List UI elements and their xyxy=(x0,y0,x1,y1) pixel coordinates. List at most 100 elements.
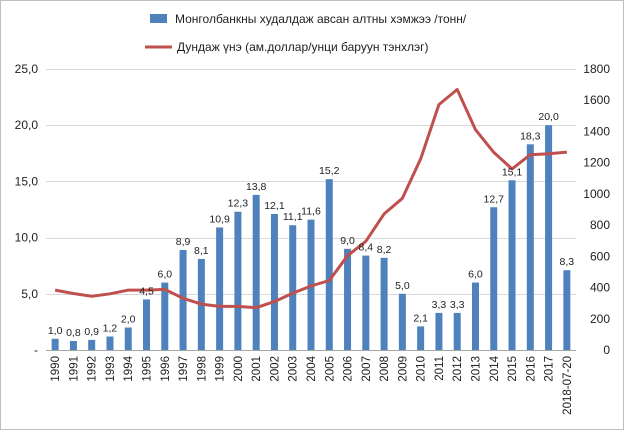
bar-data-label: 15,2 xyxy=(319,165,340,177)
x-tick-label: 2011 xyxy=(434,356,446,381)
bar xyxy=(380,257,388,350)
y-right-tick-label: 1800 xyxy=(583,62,610,76)
bar xyxy=(143,299,151,350)
y-right-tick-label: 800 xyxy=(590,218,610,232)
bar-data-label: 12,3 xyxy=(228,198,249,210)
bar xyxy=(88,339,96,350)
bar-data-label: 6,0 xyxy=(157,269,172,281)
legend-swatch-bar xyxy=(150,14,167,23)
y-right-axis: 0 200 400 600 800 1000 1200 1400 1600 1800 xyxy=(583,62,610,357)
bar-data-label: 13,8 xyxy=(246,181,267,193)
x-tick-label: 2006 xyxy=(343,356,355,382)
bar-data-label: 8,2 xyxy=(377,244,392,256)
bar-data-label: 18,3 xyxy=(520,130,541,142)
price-line xyxy=(54,88,568,310)
bar xyxy=(325,179,333,350)
bar xyxy=(417,326,425,350)
y-right-tick-label: 1600 xyxy=(583,93,610,107)
x-tick-label: 2012 xyxy=(452,356,464,382)
bar xyxy=(69,341,77,350)
bar-data-label: 8,1 xyxy=(194,245,209,257)
bar-data-label: 8,9 xyxy=(176,236,191,248)
bar xyxy=(362,255,370,350)
legend-label-line: Дундаж үнэ (ам.доллар/унци баруун тэнхлэ… xyxy=(177,40,429,54)
y-left-axis: - 5,0 10,0 15,0 20,0 25,0 xyxy=(15,62,39,357)
bar-data-label: 6,0 xyxy=(468,269,483,281)
x-tick-label: 2004 xyxy=(306,355,318,381)
bar xyxy=(124,327,132,350)
y-left-tick-label: 20,0 xyxy=(15,118,39,132)
x-tick-label: 2010 xyxy=(416,356,428,382)
bar xyxy=(270,213,278,350)
bar xyxy=(453,312,461,350)
x-tick-label: 2014 xyxy=(489,355,501,381)
x-tick-label: 1993 xyxy=(105,356,117,382)
x-tick-label: 2007 xyxy=(361,356,373,382)
bar-data-label: 1,2 xyxy=(103,323,118,335)
y-right-tick-label: 600 xyxy=(590,249,610,263)
x-tick-label: 2000 xyxy=(233,356,245,382)
y-left-tick-label: 25,0 xyxy=(15,62,39,76)
bar xyxy=(216,227,224,350)
bar-data-label: 8,4 xyxy=(359,242,374,254)
bar-data-label: 9,0 xyxy=(340,235,355,247)
bar xyxy=(179,249,187,350)
bar xyxy=(490,207,498,350)
bar-data-label: 3,3 xyxy=(450,299,465,311)
x-tick-label: 1994 xyxy=(123,355,135,381)
legend: Монголбанкны худалдаж авсан алтны хэмжээ… xyxy=(145,12,467,54)
x-tick-label: 2008 xyxy=(379,356,391,382)
bar-data-label: 12,1 xyxy=(264,200,285,212)
x-tick-label: 1991 xyxy=(68,356,80,382)
y-left-tick-label: 15,0 xyxy=(15,174,39,188)
bar xyxy=(545,125,553,350)
x-tick-label: 2016 xyxy=(525,356,537,382)
bar xyxy=(398,293,406,350)
bar xyxy=(161,282,169,350)
bar-data-label: 3,3 xyxy=(432,299,447,311)
x-tick-label: 2009 xyxy=(397,356,409,382)
bar-data-label: 5,0 xyxy=(395,280,410,292)
y-right-tick-label: 400 xyxy=(590,281,610,295)
y-left-tick-label: 5,0 xyxy=(21,287,38,301)
bar-data-labels: 1,0 0,8 0,9 1,22,04,56,08,98,110,912,313,81… xyxy=(48,111,574,339)
bar-data-label: 0,8 xyxy=(66,327,81,339)
x-tick-label: 1999 xyxy=(215,356,227,382)
bar-data-label: 4,5 xyxy=(139,285,154,297)
bar xyxy=(435,312,443,350)
bar-data-label: 1,0 xyxy=(48,325,63,337)
y-right-tick-label: 1400 xyxy=(583,124,610,138)
bar xyxy=(106,336,114,350)
bar-data-label: 10,9 xyxy=(209,213,230,225)
bar-data-label: 8,3 xyxy=(560,256,575,268)
bar xyxy=(563,270,571,350)
bar-data-label: 12,7 xyxy=(484,193,505,205)
x-tick-label: 1992 xyxy=(87,356,99,382)
y-left-tick-label: - xyxy=(34,343,38,357)
x-tick-label: 2005 xyxy=(324,356,336,382)
x-tick-label: 1995 xyxy=(142,356,154,382)
y-right-tick-label: 200 xyxy=(590,312,610,326)
bar-data-label: 2,1 xyxy=(413,312,428,324)
x-tick-label: 1998 xyxy=(196,356,208,382)
y-right-tick-label: 1200 xyxy=(583,156,610,170)
bar-data-label: 0,9 xyxy=(84,326,99,338)
x-tick-label: 2001 xyxy=(251,356,263,382)
bar-data-label: 15,1 xyxy=(502,166,523,178)
x-tick-label: 2003 xyxy=(288,356,300,382)
gridlines xyxy=(46,69,576,351)
x-tick-label: 1996 xyxy=(160,356,172,382)
y-right-tick-label: 0 xyxy=(603,343,610,357)
x-tick-label: 1997 xyxy=(178,356,190,382)
bar xyxy=(471,282,479,350)
bar xyxy=(508,180,516,350)
x-tick-label: 2002 xyxy=(269,356,281,382)
bar-data-label: 11,6 xyxy=(301,206,321,218)
bar xyxy=(234,211,242,350)
bar xyxy=(526,144,534,350)
bar xyxy=(289,225,297,350)
y-left-tick-label: 10,0 xyxy=(15,231,39,245)
bar xyxy=(344,248,352,350)
x-axis: 1990 1991 1992 1993 1994 1995 1996 1997 1998 1999… xyxy=(50,355,574,414)
